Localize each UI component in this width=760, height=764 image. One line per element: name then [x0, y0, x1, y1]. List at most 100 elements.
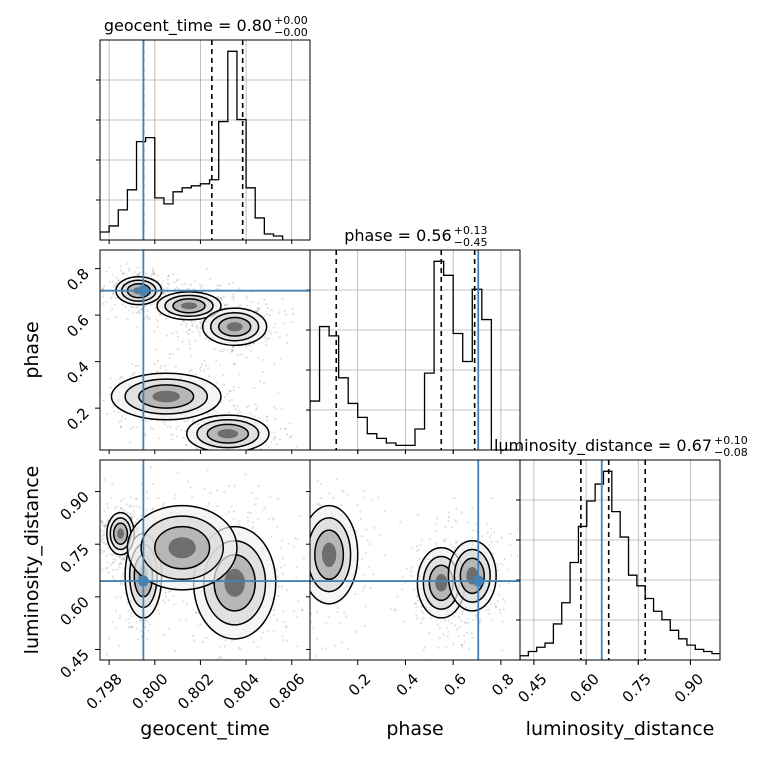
contour5-sample-point [355, 530, 358, 533]
contour3-sample-point [221, 373, 225, 377]
contour3-sample-point [191, 323, 194, 326]
contour3-sample-point [232, 298, 235, 301]
contour4-truth-marker [137, 575, 149, 587]
contour4-sample-point [92, 563, 94, 565]
contour5-sample-point [452, 643, 455, 646]
contour3-sample-point [191, 330, 194, 333]
contour5-sample-point [299, 561, 301, 563]
contour4-sample-point [287, 542, 290, 545]
contour3-sample-point [129, 441, 132, 444]
ytick-label-3-0: 0.2 [63, 404, 93, 434]
contour5-sample-point [319, 503, 322, 507]
contour4-sample-point [111, 482, 114, 485]
contour5-sample-point [279, 553, 281, 555]
contour3-sample-point [267, 337, 271, 340]
contour5-sample-point [460, 511, 463, 514]
contour3-sample-point [223, 303, 227, 307]
contour5-sample-point [498, 584, 501, 587]
contour4-sample-point [173, 497, 176, 500]
contour3-sample-point [134, 364, 137, 367]
contour5-sample-point [516, 555, 519, 558]
contour4-sample-point [117, 563, 120, 566]
contour4-sample-point [146, 638, 149, 641]
contour3-sample-point [192, 418, 195, 421]
contour3-sample-point [237, 354, 240, 357]
contour3-sample-point [181, 283, 184, 286]
contour3-sample-point [189, 368, 193, 371]
contour5-sample-point [354, 592, 357, 596]
contour4-sample-point [224, 513, 227, 516]
contour3-sample-point [215, 360, 218, 363]
contour5-frame [309, 459, 521, 661]
contour3-sample-point [194, 373, 198, 376]
contour5-sample-point [295, 533, 297, 535]
contour3-sample-point [216, 296, 219, 299]
contour3-sample-point [188, 339, 191, 342]
contour5-sample-point [302, 573, 304, 575]
contour5-sample-point [509, 554, 513, 557]
contour5-sample-point [300, 603, 302, 605]
contour3-sample-point [153, 273, 156, 276]
contour5-sample-point [394, 608, 397, 611]
contour3-sample-point [185, 444, 188, 447]
contour5-sample-point [356, 504, 359, 507]
contour3-sample-point [167, 275, 170, 278]
xtick-label-2-3: 0.90 [671, 670, 707, 706]
contour4-sample-point [302, 695, 304, 697]
contour5-sample-point [275, 481, 277, 483]
contour5-sample-point [496, 540, 499, 543]
contour4-sample-point [237, 646, 240, 649]
contour4-sample-point [113, 507, 116, 510]
contour4-sample-point [101, 537, 105, 540]
contour5-sample-point [488, 608, 491, 611]
contour5-sample-point [291, 550, 293, 552]
contour5-sample-point [500, 536, 503, 539]
contour3-sample-point [219, 350, 222, 353]
contour3-sample-point [180, 428, 183, 432]
contour3-sample-point [277, 311, 280, 314]
contour3-sample-point [135, 326, 138, 329]
contour4-sample-point [302, 557, 306, 560]
contour5-sample-point [471, 618, 474, 622]
contour5-sample-point [297, 529, 299, 531]
contour5-sample-point [481, 535, 484, 538]
contour5-sample-point [299, 535, 301, 537]
contour3-sample-point [137, 311, 140, 314]
contour3-sample-point [218, 297, 221, 300]
contour5-sample-point [328, 492, 331, 495]
contour4-sample-point [281, 557, 284, 560]
contour3-sample-point [133, 270, 136, 274]
contour4-sample-point [102, 530, 106, 533]
contour4-sample-point [272, 518, 275, 521]
contour5-sample-point [445, 646, 448, 649]
contour4-sample-point [104, 524, 108, 528]
contour5-sample-point [493, 530, 496, 534]
contour4-sample-point [230, 640, 233, 643]
contour4-sample-point [260, 636, 263, 639]
contour5-sample-point [310, 612, 313, 615]
contour4-sample-point [218, 655, 221, 659]
contour3-sample-point [266, 306, 270, 309]
contour4-sample-point [114, 558, 117, 562]
contour3-sample-point [248, 411, 251, 415]
contour5-sample-point [288, 577, 290, 579]
contour3-sample-point [231, 348, 234, 352]
contour3-sample-point [136, 364, 140, 368]
contour4-sample-point [131, 505, 135, 508]
contour3-sample-point [152, 272, 156, 276]
contour4-sample-point [267, 518, 271, 521]
contour4-sample-point [119, 595, 122, 599]
contour3-sample-point [265, 340, 268, 343]
contour3-sample-point [236, 453, 238, 455]
contour4-sample-point [105, 567, 108, 570]
contour3-sample-point [139, 271, 142, 274]
contour3-sample-point [286, 341, 289, 345]
contour3-sample-point [119, 425, 123, 428]
contour3-sample-point [152, 267, 155, 270]
contour5-sample-point [460, 644, 464, 647]
contour4-sample-point [111, 562, 114, 565]
contour4-sample-point [296, 615, 299, 618]
contour5-sample-point [402, 620, 405, 623]
contour4-sample-point [122, 498, 125, 501]
contour4-sample-point [252, 521, 255, 524]
